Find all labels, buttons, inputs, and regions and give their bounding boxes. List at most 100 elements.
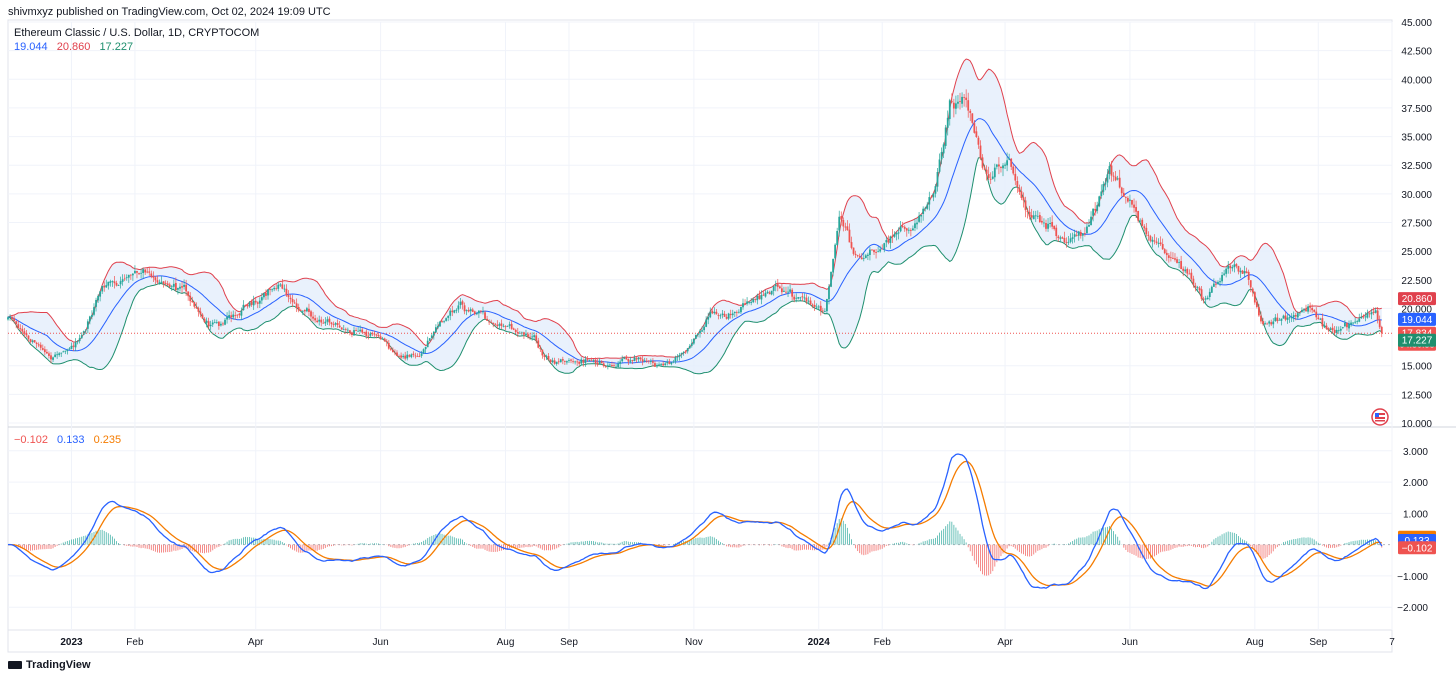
candle — [240, 307, 243, 320]
flag-icon[interactable] — [1371, 408, 1389, 426]
candle — [780, 282, 783, 296]
candle-body — [574, 361, 577, 363]
candle-body — [1202, 298, 1205, 300]
candle-body — [246, 305, 249, 307]
candle-body — [830, 272, 832, 287]
candle-body — [1116, 178, 1119, 180]
candle-body — [105, 285, 108, 288]
candle — [1051, 215, 1054, 230]
candle — [1077, 230, 1080, 241]
candle-body — [1317, 317, 1320, 320]
candle-body — [967, 100, 970, 111]
candle — [791, 288, 794, 301]
candle — [869, 246, 871, 261]
candle — [922, 206, 925, 221]
candle — [629, 356, 632, 364]
candle-body — [185, 284, 188, 292]
candle-body — [1237, 266, 1240, 272]
candle-body — [236, 314, 239, 316]
candle — [705, 316, 708, 328]
candle-body — [260, 297, 263, 301]
candle — [713, 307, 716, 315]
candle-body — [426, 340, 429, 348]
candle — [459, 298, 462, 309]
candle — [807, 296, 810, 305]
candle — [754, 298, 757, 303]
candle-body — [590, 360, 593, 362]
candle — [308, 303, 310, 317]
candle — [64, 350, 67, 355]
candle — [1169, 251, 1172, 262]
candle — [498, 322, 501, 330]
candle-body — [938, 159, 941, 172]
macd-hist-value: −0.102 — [14, 434, 48, 446]
candle-body — [987, 174, 990, 179]
time-tick-label: Sep — [1309, 637, 1327, 648]
candle — [920, 214, 923, 223]
candle-body — [1041, 220, 1043, 223]
candle-body — [504, 326, 507, 328]
candle — [349, 330, 351, 336]
candle — [707, 312, 710, 325]
candle-body — [37, 344, 40, 346]
candle-body — [1364, 316, 1367, 318]
candle — [672, 359, 675, 364]
candle-body — [623, 357, 626, 359]
candle-body — [625, 356, 628, 360]
candle-body — [533, 335, 536, 338]
candle-body — [488, 321, 491, 323]
candle — [1358, 313, 1361, 323]
candle-body — [267, 289, 269, 296]
candle-body — [373, 333, 376, 335]
candle — [369, 331, 372, 338]
candle-body — [418, 355, 421, 357]
candle — [394, 349, 396, 356]
symbol-legend[interactable]: Ethereum Classic / U.S. Dollar, 1D, CRYP… — [14, 27, 260, 39]
candle-body — [404, 355, 407, 359]
candle — [1362, 314, 1365, 319]
candle — [985, 165, 988, 181]
candle-body — [932, 193, 935, 198]
candle-body — [1337, 330, 1340, 332]
candle-body — [303, 309, 306, 312]
price-axis-labels: 45.000 42.500 40.000 37.500 35.000 32.500 30.0… — [1397, 18, 1432, 614]
candle-body — [439, 321, 441, 327]
candle-body — [832, 258, 834, 273]
price-tick-label: 10.000 — [1401, 419, 1432, 430]
candle — [893, 231, 896, 238]
candle-body — [615, 366, 617, 368]
candle — [666, 359, 669, 366]
candle-body — [547, 356, 550, 360]
candle-body — [821, 310, 824, 312]
candle — [508, 321, 511, 329]
candle — [1325, 322, 1328, 330]
candle-body — [1352, 322, 1354, 324]
candle — [662, 361, 665, 367]
candle — [1378, 315, 1381, 330]
candle-body — [1253, 292, 1256, 303]
bb-upper-line — [7, 58, 1382, 360]
price-tick-label: 30.000 — [1401, 190, 1432, 201]
candle-body — [707, 316, 710, 320]
candle-body — [836, 231, 839, 246]
candle — [783, 286, 785, 292]
candle-body — [160, 281, 163, 283]
candle — [787, 286, 789, 297]
lower-badge-text: 17.227 — [1402, 336, 1433, 347]
candle — [584, 356, 587, 367]
candle-body — [1335, 329, 1338, 333]
candle — [1341, 326, 1344, 330]
time-tick-label: Feb — [874, 637, 892, 648]
candle — [1124, 196, 1127, 204]
candle — [289, 294, 292, 304]
candle-body — [119, 281, 122, 285]
candle — [1084, 227, 1086, 237]
candle-body — [54, 354, 56, 357]
candle-body — [9, 316, 11, 318]
candle-body — [1043, 222, 1045, 224]
candle-body — [1112, 175, 1115, 177]
candle-body — [477, 310, 480, 314]
candle-body — [692, 338, 695, 344]
tradingview-footer[interactable]: TradingView — [8, 659, 91, 671]
